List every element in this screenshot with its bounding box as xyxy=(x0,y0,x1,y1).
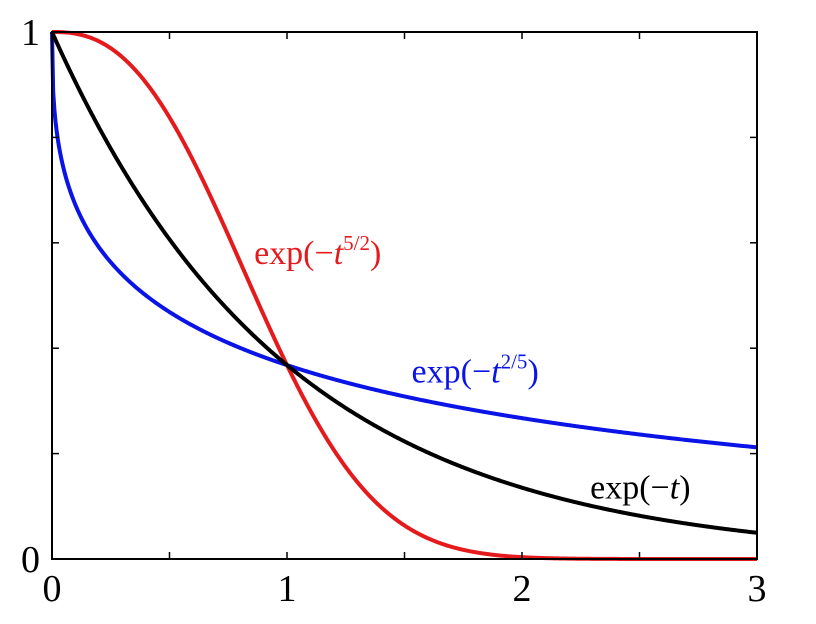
series-label-0: exp(−t5/2) xyxy=(254,231,381,272)
tick-labels-layer: 0 1 2 3 0 1 xyxy=(21,12,767,610)
x-tick-label-2: 2 xyxy=(513,568,532,610)
y-tick-label-0: 0 xyxy=(21,539,40,581)
series-line-2 xyxy=(50,31,758,535)
series-label-2: exp(−t) xyxy=(590,469,690,506)
x-tick-label-3: 3 xyxy=(748,568,767,610)
y-tick-label-1: 1 xyxy=(21,12,40,54)
x-tick-label-0: 0 xyxy=(43,568,62,610)
curve-labels-layer: exp(−t5/2) exp(−t2/5) exp(−t) xyxy=(254,231,690,507)
series-line-1 xyxy=(50,31,758,450)
series-label-1: exp(−t2/5) xyxy=(412,349,539,390)
x-tick-label-1: 1 xyxy=(278,568,297,610)
ticks-layer xyxy=(51,31,758,560)
